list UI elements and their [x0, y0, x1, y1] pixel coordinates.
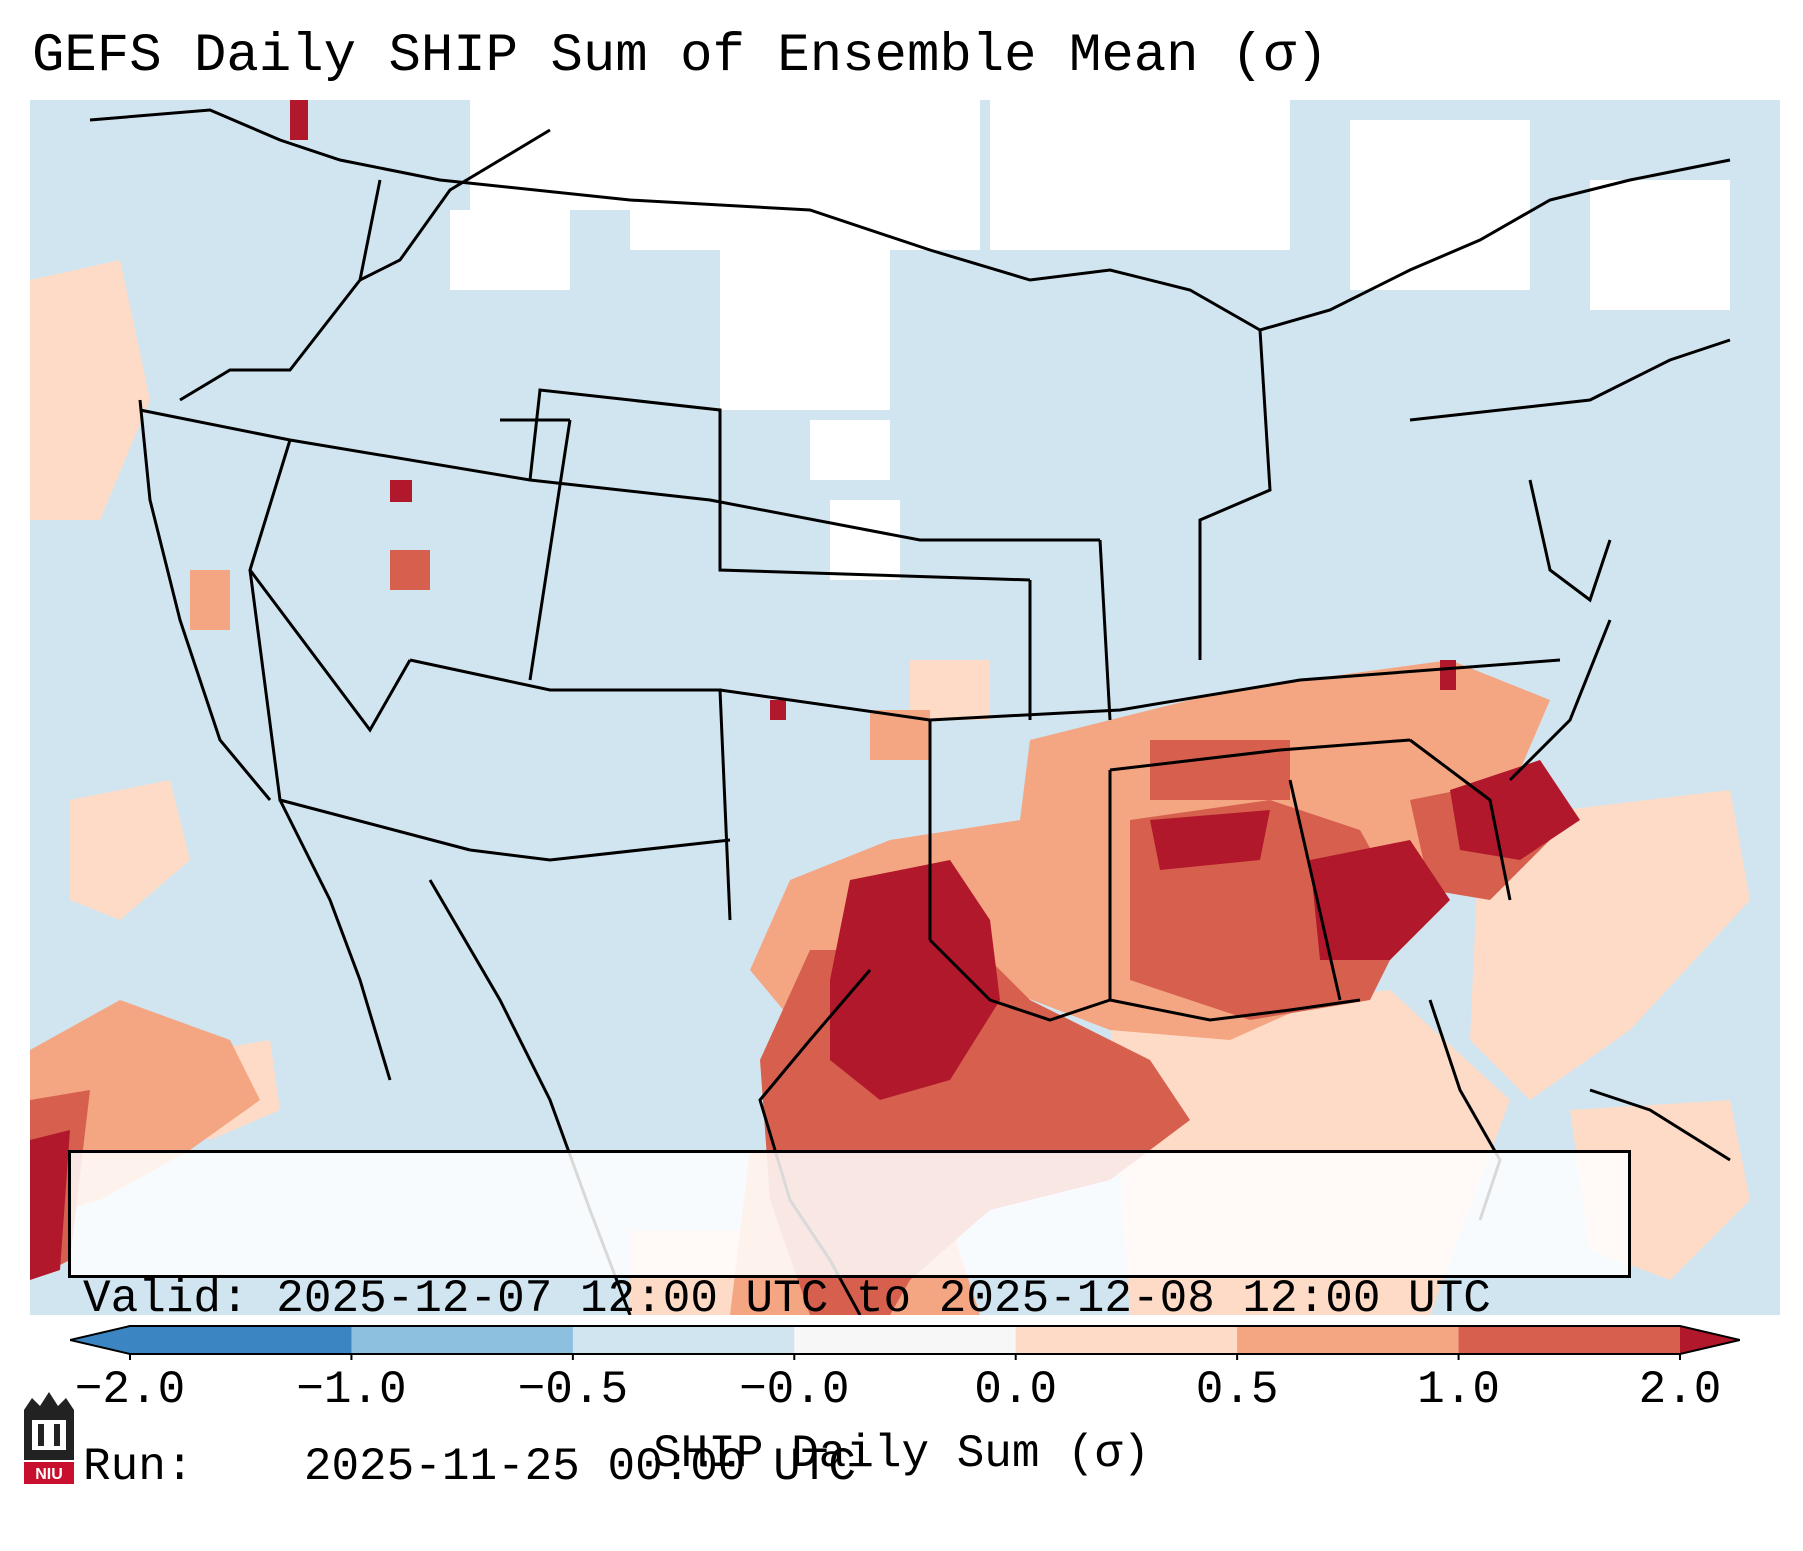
valid-label: Valid:: [83, 1273, 249, 1325]
map-panel: [30, 100, 1780, 1315]
valid-run-info-box: Valid: 2025-12-07 12:00 UTC to 2025-12-0…: [68, 1150, 1631, 1493]
run-line: Run: 2025-11-25 00:00 UTC: [83, 1439, 1616, 1495]
colorbar-tick-label: 2.0: [1638, 1364, 1722, 1416]
colorbar-ticks: [129, 1354, 1681, 1360]
anomaly-field-max: [30, 100, 1580, 1280]
niu-logo: NIU: [24, 1392, 74, 1484]
colorbar-tick-label: −1.0: [296, 1364, 407, 1416]
colorbar-segment: [1237, 1326, 1460, 1354]
chart-title: GEFS Daily SHIP Sum of Ensemble Mean (σ): [32, 26, 1329, 87]
run-value: 2025-11-25 00:00 UTC: [303, 1441, 856, 1493]
colorbar-extend-max: [1680, 1326, 1740, 1354]
colorbar-extend-min: [70, 1326, 130, 1354]
colorbar-tick-label: 0.0: [974, 1364, 1058, 1416]
colorbar: [70, 1325, 1740, 1360]
run-label: Run:: [83, 1441, 194, 1493]
colorbar-segment: [794, 1326, 1017, 1354]
colorbar-segment: [351, 1326, 574, 1354]
colorbar-tick-label: −0.0: [739, 1364, 850, 1416]
colorbar-segment: [572, 1326, 795, 1354]
colorbar-segment: [1015, 1326, 1238, 1354]
colorbar-segment: [130, 1326, 352, 1354]
valid-line: Valid: 2025-12-07 12:00 UTC to 2025-12-0…: [83, 1271, 1616, 1327]
boundary-lines: [89, 108, 1731, 1315]
colorbar-tick-label: 1.0: [1417, 1364, 1500, 1416]
neutral-field: [450, 100, 1730, 580]
colorbar-label: SHIP Daily Sum (σ): [653, 1428, 1150, 1480]
colorbar-tick-label: 0.5: [1195, 1364, 1279, 1416]
colorbar-tick-label: −2.0: [74, 1364, 186, 1416]
valid-value: 2025-12-07 12:00 UTC to 2025-12-08 12:00…: [276, 1273, 1491, 1325]
colorbar-segments: [70, 1325, 1740, 1355]
colorbar-tick-label: −0.5: [517, 1364, 629, 1416]
logo-text: NIU: [35, 1466, 63, 1483]
colorbar-segment: [1458, 1326, 1681, 1354]
